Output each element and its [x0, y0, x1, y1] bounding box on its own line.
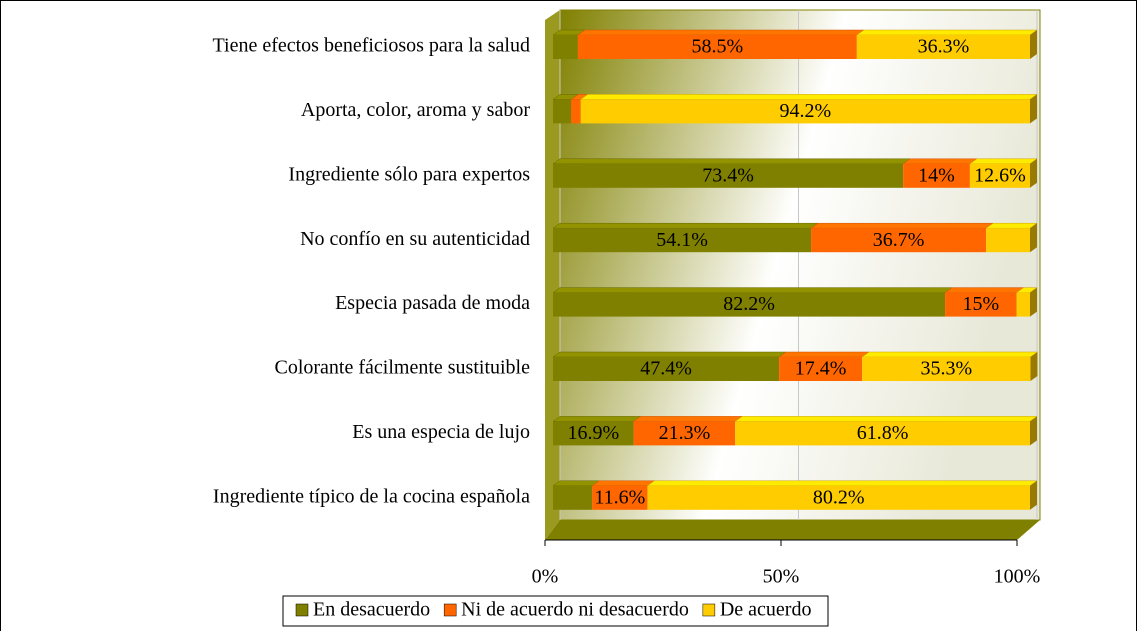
- legend-label: Ni de acuerdo ni desacuerdo: [461, 599, 689, 621]
- y-tick-label: Es una especia de lujo: [352, 421, 530, 443]
- bar-top: [985, 222, 1038, 229]
- data-label: 58.5%: [691, 36, 743, 58]
- data-label: 21.3%: [659, 422, 711, 444]
- bar: [553, 357, 780, 381]
- data-label: 11.6%: [594, 486, 645, 508]
- legend-swatch: [295, 603, 309, 617]
- bar: [580, 99, 1030, 124]
- bar-top: [632, 416, 743, 422]
- bar-top: [944, 287, 1025, 293]
- y-tick-label: Ingrediente sólo para expertos: [288, 163, 530, 185]
- bar: [1016, 292, 1030, 317]
- bar: [856, 35, 1030, 59]
- bar-end: [1030, 223, 1037, 253]
- y-tick-label: No confío en su autenticidad: [300, 228, 530, 250]
- legend-swatch: [702, 603, 716, 617]
- x-tick-label: 100%: [994, 566, 1041, 588]
- bar: [633, 421, 736, 446]
- bar-end: [1030, 158, 1037, 188]
- bar-top: [969, 158, 1038, 165]
- bar: [903, 163, 970, 188]
- bar: [577, 35, 857, 59]
- bar-end: [1030, 94, 1037, 124]
- bar-top: [552, 158, 911, 165]
- bar: [553, 163, 904, 188]
- data-label: 35.3%: [920, 358, 972, 380]
- bar-top: [552, 287, 953, 293]
- bar: [553, 421, 634, 446]
- bar-top: [552, 222, 819, 229]
- bar: [553, 99, 572, 124]
- bar-top: [810, 222, 994, 229]
- bar: [553, 228, 812, 253]
- legend-label: De acuerdo: [720, 599, 812, 621]
- bar: [945, 292, 1017, 317]
- bar: [592, 485, 648, 510]
- data-label: 61.8%: [857, 422, 909, 444]
- bar-top: [902, 158, 978, 165]
- y-tick-label: Especia pasada de moda: [335, 292, 530, 314]
- data-label: 12.6%: [974, 164, 1026, 186]
- data-label: 80.2%: [813, 486, 865, 508]
- bar: [553, 292, 946, 317]
- bar-top: [856, 29, 1038, 36]
- bar-top: [861, 351, 1039, 358]
- data-label: 73.4%: [702, 164, 754, 186]
- bar: [862, 357, 1031, 381]
- data-label: 47.4%: [640, 358, 692, 380]
- data-label: 15%: [963, 293, 1000, 315]
- bar-end: [1030, 416, 1037, 446]
- bar-end: [1030, 30, 1037, 59]
- bar: [647, 485, 1030, 510]
- data-label: 94.2%: [779, 100, 831, 122]
- bar: [811, 228, 987, 253]
- x-tick-label: 50%: [763, 566, 800, 588]
- bar-top: [579, 94, 1038, 100]
- bar: [986, 228, 1030, 253]
- bar: [553, 485, 593, 510]
- bar: [779, 357, 863, 381]
- bar-end: [1030, 352, 1038, 381]
- bar-top: [577, 29, 865, 36]
- y-tick-label: Aporta, color, aroma y sabor: [301, 99, 530, 121]
- floor: [545, 520, 1040, 540]
- legend: [282, 595, 829, 627]
- legend-swatch: [443, 603, 457, 617]
- data-label: 16.9%: [567, 422, 619, 444]
- bar-end: [1030, 287, 1037, 317]
- x-tick-label: 0%: [532, 566, 559, 588]
- bar-top: [778, 351, 870, 358]
- data-label: 14%: [918, 164, 955, 186]
- data-label: 82.2%: [723, 293, 775, 315]
- data-label: 54.1%: [656, 229, 708, 251]
- bar-top: [734, 416, 1038, 422]
- y-tick-label: Ingrediente típico de la cocina española: [213, 485, 530, 507]
- bar: [735, 421, 1030, 446]
- y-tick-label: Colorante fácilmente sustituible: [275, 357, 531, 379]
- bar-top: [591, 480, 656, 487]
- bar-top: [552, 480, 600, 487]
- data-label: 17.4%: [795, 358, 847, 380]
- y-tick-label: Tiene efectos beneficiosos para la salud: [213, 35, 531, 57]
- bar-top: [646, 480, 1038, 487]
- data-label: 36.7%: [873, 229, 925, 251]
- bar: [571, 99, 581, 124]
- side-wall: [545, 10, 560, 540]
- bar-top: [552, 416, 642, 422]
- bar-top: [552, 351, 787, 358]
- bar: [553, 35, 578, 59]
- data-label: 36.3%: [918, 36, 970, 58]
- bar-end: [1030, 480, 1037, 510]
- legend-label: En desacuerdo: [313, 599, 430, 621]
- bar: [969, 163, 1030, 188]
